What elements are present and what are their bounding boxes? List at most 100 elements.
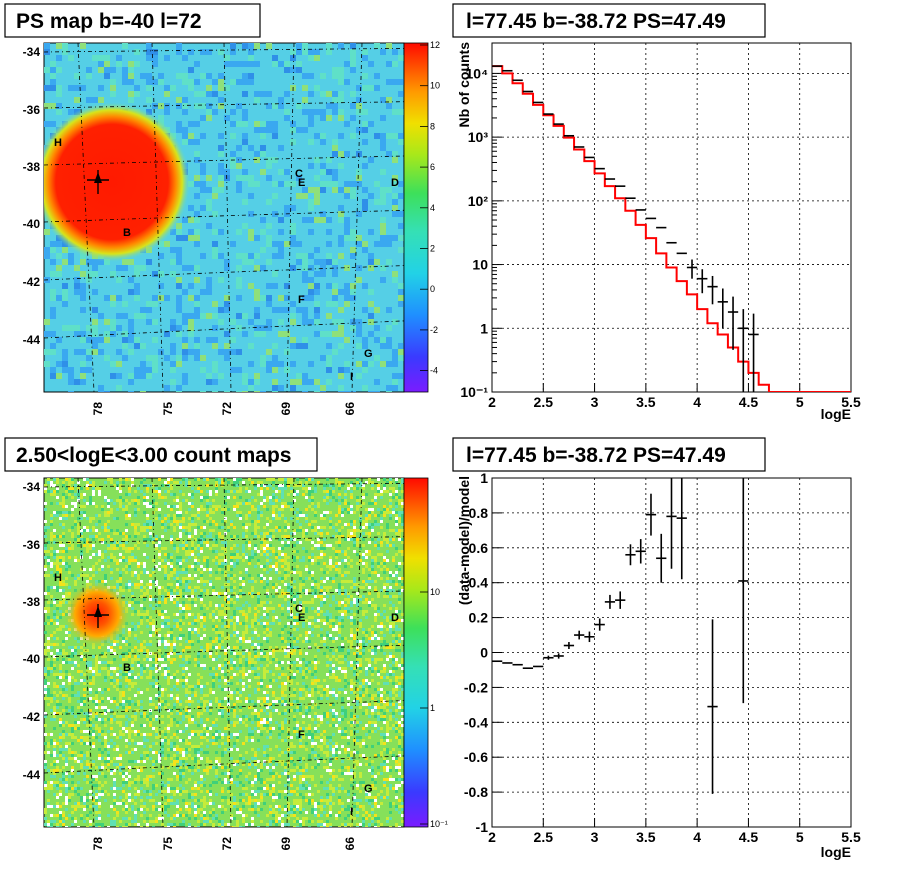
map-pixel [353,613,356,616]
map-pixel [59,577,62,580]
map-pixel [68,109,74,115]
map-pixel [332,673,335,676]
map-pixel [317,562,320,565]
map-pixel [305,520,308,523]
map-pixel [188,622,191,625]
map-pixel [389,589,392,592]
map-pixel [44,508,47,511]
map-pixel [92,673,95,676]
map-pixel [230,553,233,556]
map-pixel [398,91,404,97]
map-pixel [290,649,293,652]
map-pixel [386,658,389,661]
map-pixel [146,520,149,523]
map-pixel [263,667,266,670]
map-pixel [338,133,344,139]
map-pixel [236,514,239,517]
map-pixel [92,529,95,532]
map-pixel [170,634,173,637]
map-pixel [179,607,182,610]
map-pixel [50,289,56,295]
map-pixel [392,595,395,598]
map-pixel [281,628,284,631]
map-pixel [155,667,158,670]
map-pixel [80,367,86,373]
map-pixel [146,526,149,529]
map-pixel [362,127,368,133]
map-pixel [278,61,284,67]
map-pixel [272,673,275,676]
map-pixel [65,490,68,493]
map-pixel [284,505,287,508]
map-pixel [248,658,251,661]
map-pixel [68,481,71,484]
map-pixel [350,595,353,598]
map-pixel [125,643,128,646]
map-pixel [131,571,134,574]
map-pixel [182,109,188,115]
map-pixel [128,679,131,682]
map-pixel [86,574,89,577]
map-pixel [200,535,203,538]
map-pixel [293,604,296,607]
map-pixel [302,532,305,535]
map-pixel [323,601,326,604]
map-pixel [80,295,86,301]
map-pixel [206,478,209,481]
map-pixel [380,115,386,121]
map-pixel [311,496,314,499]
map-pixel [80,379,86,385]
map-pixel [137,562,140,565]
map-pixel [158,643,161,646]
map-pixel [86,97,92,103]
map-pixel [329,661,332,664]
map-pixel [356,496,359,499]
map-pixel [71,649,74,652]
map-pixel [254,649,257,652]
map-pixel [386,43,392,49]
map-pixel [209,574,212,577]
map-pixel [293,550,296,553]
map-pixel [149,598,152,601]
map-pixel [89,667,92,670]
map-pixel [374,559,377,562]
map-pixel [128,73,134,79]
map-pixel [392,538,395,541]
map-pixel [245,553,248,556]
map-pixel [134,313,140,319]
map-pixel [68,325,74,331]
map-pixel [134,499,137,502]
map-pixel [152,559,155,562]
map-pixel [302,85,308,91]
map-pixel [284,487,287,490]
map-pixel [314,682,317,685]
map-pixel [155,598,158,601]
map-pixel [356,508,359,511]
map-pixel [401,481,404,484]
map-pixel [53,493,56,496]
map-pixel [161,565,164,568]
map-pixel [362,109,368,115]
map-pixel [224,607,227,610]
map-pixel [329,493,332,496]
map-pixel [302,109,308,115]
colorbar-tick-label: -4 [430,366,438,376]
map-pixel [140,649,143,652]
map-pixel [191,622,194,625]
map-pixel [344,673,347,676]
map-pixel [194,604,197,607]
map-pixel [269,622,272,625]
map-pixel [200,544,203,547]
map-pixel [341,610,344,613]
map-pixel [347,508,350,511]
map-pixel [332,151,338,157]
map-pixel [89,502,92,505]
map-pixel [188,613,191,616]
map-pixel [224,571,227,574]
map-pixel [236,103,242,109]
map-pixel [239,607,242,610]
map-pixel [284,205,290,211]
map-pixel [284,307,290,313]
map-pixel [65,487,68,490]
map-pixel [308,601,311,604]
